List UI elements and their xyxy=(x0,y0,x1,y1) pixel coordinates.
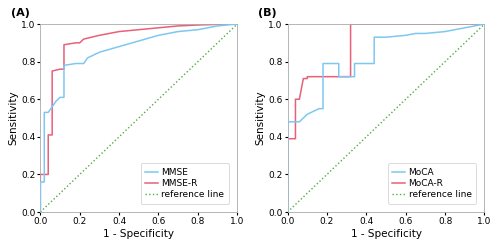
X-axis label: 1 - Specificity: 1 - Specificity xyxy=(104,229,174,239)
Y-axis label: Sensitivity: Sensitivity xyxy=(256,91,266,145)
Text: (A): (A) xyxy=(11,8,30,18)
Text: (B): (B) xyxy=(258,8,276,18)
Legend: MMSE, MMSE-R, reference line: MMSE, MMSE-R, reference line xyxy=(140,163,229,204)
X-axis label: 1 - Specificity: 1 - Specificity xyxy=(350,229,422,239)
Legend: MoCA, MoCA-R, reference line: MoCA, MoCA-R, reference line xyxy=(388,163,476,204)
Y-axis label: Sensitivity: Sensitivity xyxy=(8,91,18,145)
